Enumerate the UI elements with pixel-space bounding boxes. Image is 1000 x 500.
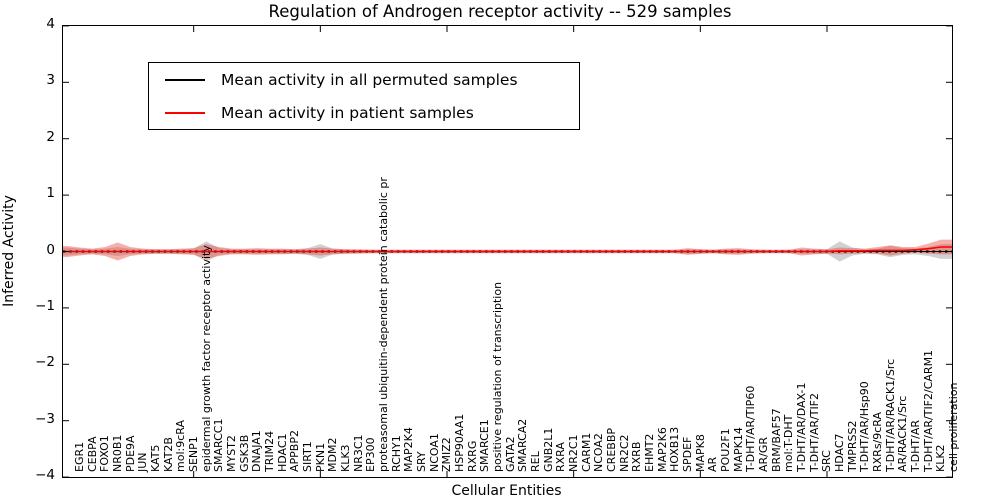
x-tick-label: RCHY1 [389, 435, 403, 472]
y-tick-label: 4 [46, 15, 55, 32]
x-tick-label: AR [706, 456, 720, 472]
x-tick-label: PKN1 [313, 442, 327, 472]
x-tick-label: T-DHT/AR/TIP60 [744, 385, 758, 472]
x-tick-label: cell proliferation [947, 382, 960, 472]
x-tick-label: NCOA2 [592, 433, 606, 472]
plot-canvas [63, 26, 952, 477]
y-tick-label: −1 [35, 297, 55, 314]
x-tick-label: T-DHT/AR/TIF2 [807, 392, 821, 472]
x-tick-label: TRIM24 [263, 430, 276, 472]
x-tick-label: AR/GR [757, 436, 770, 472]
x-tick-label: AR/RACK1/Src [896, 395, 910, 472]
y-tick-label: −2 [35, 354, 55, 371]
x-tick-label: HOXB13 [668, 426, 682, 472]
legend-box: Mean activity in all permuted samples Me… [148, 62, 580, 130]
red-line-swatch-icon [165, 111, 205, 114]
x-tick-label: GSK3B [237, 434, 251, 472]
x-tick-label: REL [529, 451, 542, 472]
legend-label-permuted: Mean activity in all permuted samples [221, 70, 518, 89]
x-tick-label: GNB2L1 [541, 427, 555, 472]
x-tick-label: EGR1 [73, 441, 86, 472]
x-tick-label: RXRB [630, 441, 644, 472]
x-tick-label: proteasomal ubiquitin-dependent protein … [377, 177, 390, 472]
x-tick-label: SIRT1 [301, 441, 314, 472]
y-tick-label: −3 [35, 410, 55, 427]
x-tick-label: CREBBP [605, 428, 618, 472]
x-tick-label: KLK2 [934, 444, 948, 472]
x-tick-label: HSP90AA1 [453, 413, 466, 472]
legend-entry-permuted: Mean activity in all permuted samples [149, 63, 579, 96]
x-tick-label: KAT2B [161, 437, 175, 472]
x-tick-label: NR0B1 [111, 434, 124, 472]
x-tick-label: NR2C1 [567, 434, 580, 472]
x-tick-label: T-DHT/AR/RACK1/Src [883, 358, 897, 472]
x-tick-label: SRY [415, 451, 428, 472]
x-tick-label: RXRA [554, 442, 568, 472]
x-tick-label: RXRG [465, 440, 479, 472]
x-tick-label: KLK3 [339, 444, 352, 472]
x-axis-title: Cellular Entities [451, 483, 562, 499]
x-tick-label: SMARCA2 [516, 418, 530, 472]
x-tick-label: JUN [136, 452, 150, 472]
x-tick-label: SMARCC1 [212, 418, 226, 472]
y-tick-label: 3 [46, 72, 55, 89]
black-line-swatch-icon [165, 78, 205, 81]
x-tick-label: PDE9A [123, 435, 137, 472]
x-tick-label: T-DHT/AR/TIF2/CARM1 [921, 349, 935, 472]
x-tick-label: CEBPA [85, 436, 99, 472]
legend-label-patient: Mean activity in patient samples [221, 103, 474, 122]
x-tick-label: MDM2 [326, 437, 340, 472]
x-tick-label: T-DHT/AR/DAX-1 [795, 382, 808, 472]
y-tick-label: 0 [46, 241, 55, 258]
x-tick-label: SPDEF [681, 436, 694, 472]
x-tick-label: T-DHT/AR/Hsp90 [858, 381, 872, 472]
x-tick-label: DNAJA1 [250, 430, 264, 472]
x-tick-label: mol:9cRA [174, 420, 188, 472]
chart-title: Regulation of Androgen receptor activity… [268, 2, 732, 21]
x-tick-label: CARM1 [579, 432, 593, 472]
x-tick-label: APPBP2 [288, 430, 302, 472]
x-tick-label: MAP2K6 [655, 427, 669, 472]
plot-area: EGR1 CEBPA FOXO1 NR0B1 PDE9A JUN KAT5 KAT2B mol:… [62, 25, 960, 478]
x-tick-label: NR2C2 [617, 434, 631, 472]
x-tick-label: epidermal growth factor receptor activit… [199, 245, 213, 472]
x-tick-label: NR3C1 [351, 434, 365, 472]
x-tick-label: BRM/BAF57 [769, 408, 783, 472]
x-tick-label: ZMIZ2 [440, 437, 454, 472]
x-tick-label: SRC [820, 450, 834, 472]
x-tick-label: TMPRSS2 [845, 420, 859, 472]
x-tick-label: MAPK14 [731, 427, 745, 472]
x-tick-label: KAT5 [149, 444, 162, 472]
x-tick-label: positive regulation of transcription [491, 281, 504, 472]
legend-entry-patient: Mean activity in patient samples [149, 96, 579, 129]
x-tick-label: MAPK8 [693, 434, 707, 472]
x-tick-label: GATA2 [503, 436, 517, 472]
x-tick-label: MAP2K4 [402, 427, 416, 472]
x-tick-label: HDAC1 [275, 433, 289, 472]
x-tick-label: EHMT2 [643, 433, 656, 472]
x-tick-label: HDAC7 [833, 433, 846, 472]
x-tick-label: SMARCE1 [478, 419, 492, 472]
y-tick-label: 1 [46, 185, 55, 202]
y-tick-label: −4 [35, 467, 55, 484]
x-tick-label: T-DHT/AR [909, 419, 922, 472]
x-tick-label: NCOA1 [427, 433, 441, 472]
x-tick-label: MYST2 [225, 435, 238, 472]
y-tick-label: 2 [46, 128, 55, 145]
x-tick-label: POU2F1 [719, 428, 732, 472]
x-tick-label: FOXO1 [98, 435, 112, 472]
band-patient [63, 239, 952, 261]
x-tick-label: mol:T-DHT [782, 414, 796, 472]
line-patient [63, 246, 952, 253]
x-tick-label: RXRs/9cRA [871, 411, 884, 472]
x-tick-label: EP300 [364, 437, 378, 472]
x-tick-label: SENP1 [187, 436, 200, 472]
